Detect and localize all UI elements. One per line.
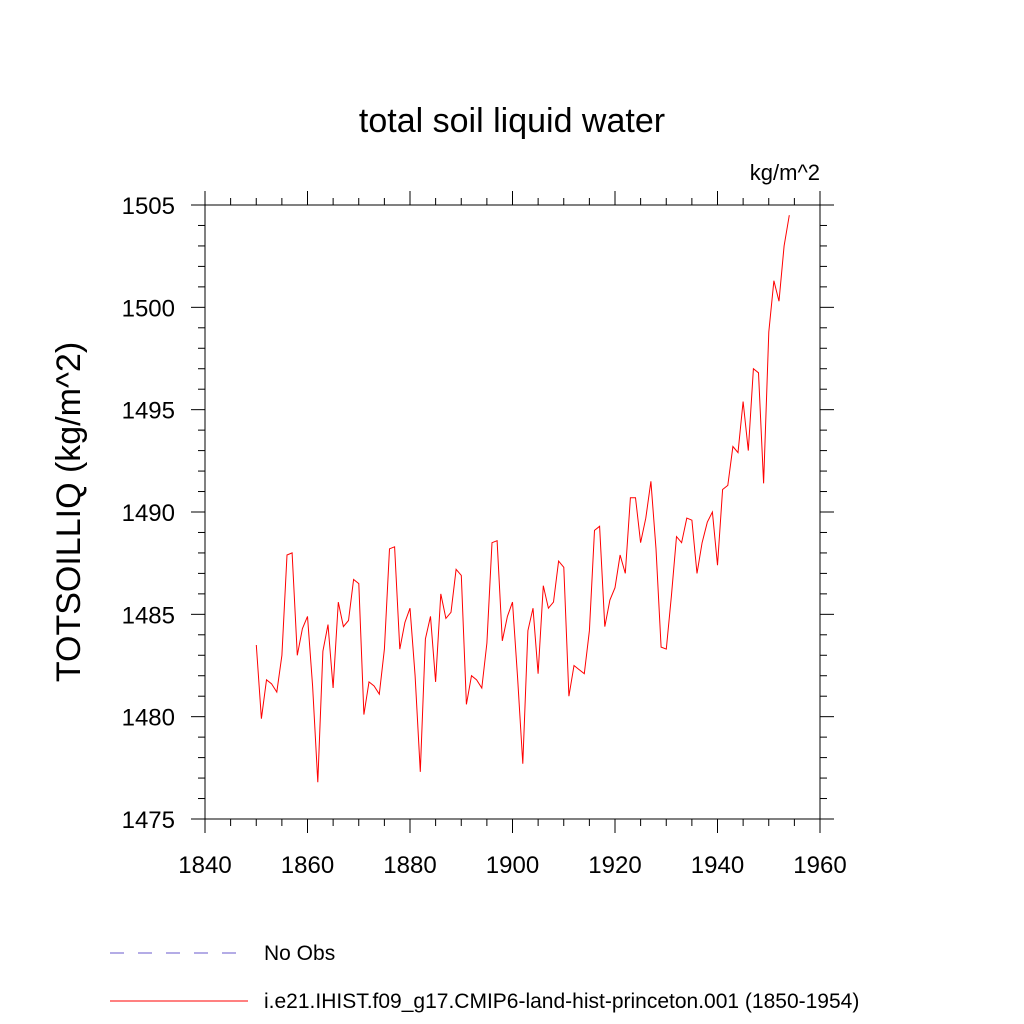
y-tick-label: 1480 <box>122 705 175 732</box>
x-tick-label: 1860 <box>281 852 334 879</box>
x-tick-label: 1900 <box>486 852 539 879</box>
legend-label-model: i.e21.IHIST.f09_g17.CMIP6-land-hist-prin… <box>264 990 859 1013</box>
plot-axes: 1840 1860 1880 1900 1920 1940 1960 1475 1480 1485… <box>122 191 847 879</box>
legend: No Obs i.e21.IHIST.f09_g17.CMIP6-land-hi… <box>110 942 859 1013</box>
y-tick-label: 1485 <box>122 602 175 629</box>
plot-frame <box>204 204 821 820</box>
x-tick-label: 1960 <box>793 852 846 879</box>
series-layer <box>255 215 790 783</box>
x-tick-label: 1940 <box>691 852 744 879</box>
y-tick-label: 1475 <box>122 807 175 834</box>
x-tick-label: 1840 <box>178 852 231 879</box>
x-tick-label: 1880 <box>383 852 436 879</box>
chart-title: total soil liquid water <box>359 102 665 140</box>
x-tick-label: 1920 <box>588 852 641 879</box>
legend-label-no-obs: No Obs <box>264 942 335 965</box>
y-axis-label: TOTSOILLIQ (kg/m^2) <box>50 342 88 682</box>
y-tick-label: 1500 <box>122 295 175 322</box>
y-tick-label: 1505 <box>122 193 175 220</box>
y-tick-label: 1495 <box>122 398 175 425</box>
series-line <box>255 215 790 783</box>
y-tick-label: 1490 <box>122 500 175 527</box>
units-label: kg/m^2 <box>750 160 820 185</box>
